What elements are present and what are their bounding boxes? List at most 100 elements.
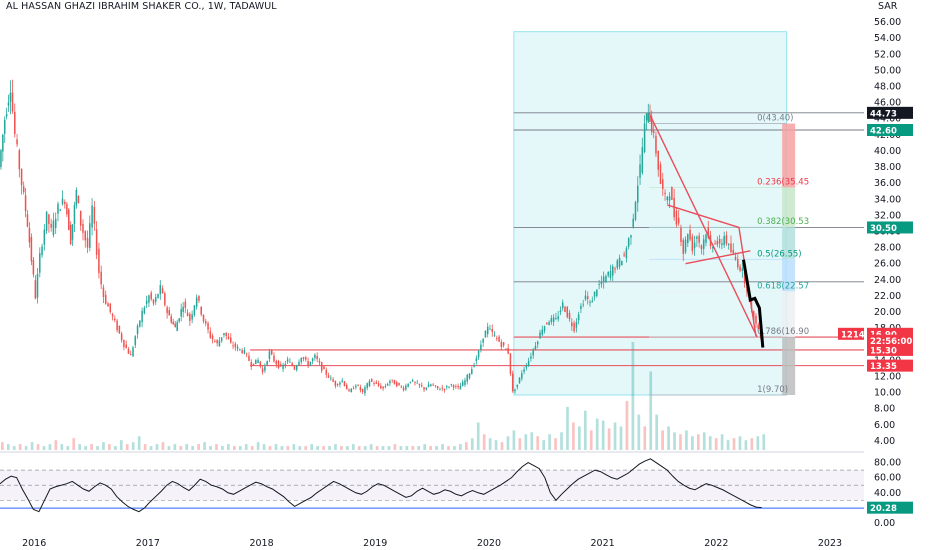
candle[interactable] xyxy=(693,235,696,256)
candle[interactable] xyxy=(689,224,691,242)
candle[interactable] xyxy=(391,379,393,383)
candle[interactable] xyxy=(166,305,168,319)
candle[interactable] xyxy=(475,355,478,365)
bar-countdown-tag[interactable] xyxy=(838,327,864,340)
candle[interactable] xyxy=(464,377,466,387)
candle[interactable] xyxy=(82,219,84,241)
candle[interactable] xyxy=(566,306,569,319)
candle[interactable] xyxy=(355,384,357,390)
candle[interactable] xyxy=(41,243,43,258)
candle[interactable] xyxy=(666,195,669,205)
candle[interactable] xyxy=(50,218,52,232)
candle[interactable] xyxy=(236,344,239,352)
candle[interactable] xyxy=(647,103,650,124)
candle[interactable] xyxy=(696,235,698,247)
candle[interactable] xyxy=(384,383,387,389)
candle[interactable] xyxy=(216,339,218,347)
candle[interactable] xyxy=(341,377,343,383)
candle[interactable] xyxy=(414,381,416,386)
candle[interactable] xyxy=(282,362,284,373)
candle[interactable] xyxy=(386,382,389,387)
candle[interactable] xyxy=(652,122,655,139)
candle[interactable] xyxy=(330,375,332,381)
candle[interactable] xyxy=(132,345,134,358)
candle[interactable] xyxy=(202,314,205,324)
candle[interactable] xyxy=(207,321,209,334)
candle[interactable] xyxy=(511,370,514,393)
candle[interactable] xyxy=(448,386,450,389)
candle[interactable] xyxy=(32,256,35,278)
candle[interactable] xyxy=(459,382,462,390)
candle[interactable] xyxy=(309,361,312,366)
candle[interactable] xyxy=(455,384,457,389)
candle[interactable] xyxy=(380,383,382,390)
candle[interactable] xyxy=(627,237,630,250)
candle[interactable] xyxy=(200,306,202,317)
candle[interactable] xyxy=(498,335,500,343)
candle[interactable] xyxy=(36,267,39,304)
candle[interactable] xyxy=(277,359,280,370)
candle[interactable] xyxy=(721,238,723,250)
candle[interactable] xyxy=(450,383,453,387)
candle[interactable] xyxy=(582,299,584,308)
candle[interactable] xyxy=(621,260,623,266)
candle[interactable] xyxy=(345,383,348,390)
candle[interactable] xyxy=(64,199,66,209)
candle[interactable] xyxy=(423,386,425,393)
candle[interactable] xyxy=(530,352,532,362)
candle[interactable] xyxy=(443,388,446,393)
candle[interactable] xyxy=(366,382,368,391)
candle[interactable] xyxy=(596,289,598,298)
candle[interactable] xyxy=(305,355,307,362)
candle[interactable] xyxy=(86,230,89,253)
candle[interactable] xyxy=(564,305,566,313)
candle[interactable] xyxy=(184,298,187,313)
candle[interactable] xyxy=(616,258,619,270)
candle[interactable] xyxy=(268,348,271,363)
candle[interactable] xyxy=(116,318,118,333)
candle[interactable] xyxy=(176,319,178,332)
candle[interactable] xyxy=(457,383,459,390)
candle[interactable] xyxy=(727,243,730,250)
candle[interactable] xyxy=(45,211,48,234)
level-price-tag[interactable] xyxy=(867,106,913,119)
candle[interactable] xyxy=(243,347,246,355)
candle[interactable] xyxy=(645,112,648,131)
candle[interactable] xyxy=(120,331,123,343)
candle[interactable] xyxy=(539,329,541,339)
candle[interactable] xyxy=(109,303,112,315)
candle[interactable] xyxy=(639,154,641,186)
candle[interactable] xyxy=(580,303,582,314)
candle[interactable] xyxy=(716,236,719,248)
candle[interactable] xyxy=(491,324,494,337)
candle[interactable] xyxy=(739,264,741,273)
candle[interactable] xyxy=(482,338,484,347)
candle[interactable] xyxy=(357,384,359,387)
candle[interactable] xyxy=(675,207,678,228)
candle[interactable] xyxy=(461,379,464,387)
candle[interactable] xyxy=(123,339,125,351)
candle[interactable] xyxy=(22,181,25,195)
candle[interactable] xyxy=(30,233,33,266)
candle[interactable] xyxy=(114,315,116,323)
candle[interactable] xyxy=(24,188,27,218)
candle[interactable] xyxy=(129,350,132,356)
candle[interactable] xyxy=(52,212,55,238)
candle[interactable] xyxy=(343,380,346,387)
candle[interactable] xyxy=(291,361,293,367)
candle[interactable] xyxy=(311,357,314,365)
candle[interactable] xyxy=(691,233,694,255)
candle[interactable] xyxy=(348,388,350,393)
candle[interactable] xyxy=(136,323,139,339)
candle[interactable] xyxy=(641,137,644,175)
candle[interactable] xyxy=(466,373,469,385)
candle[interactable] xyxy=(178,317,180,324)
candle[interactable] xyxy=(289,357,291,363)
candle[interactable] xyxy=(339,381,341,388)
candle[interactable] xyxy=(61,190,64,206)
candle[interactable] xyxy=(723,231,725,249)
candle[interactable] xyxy=(270,349,273,356)
candle[interactable] xyxy=(264,363,266,374)
candle[interactable] xyxy=(605,274,607,283)
candle[interactable] xyxy=(609,264,612,281)
